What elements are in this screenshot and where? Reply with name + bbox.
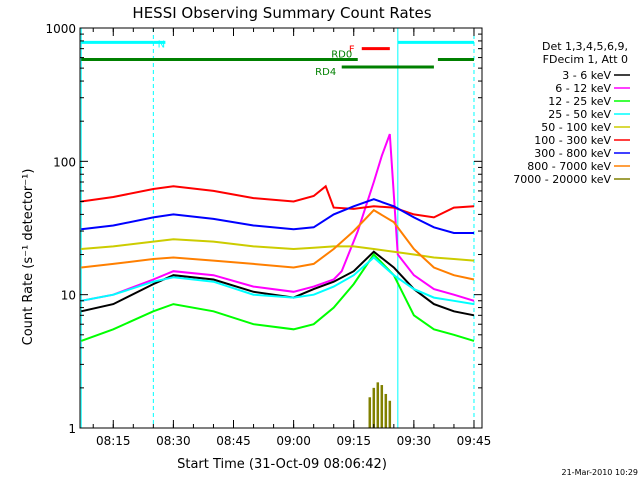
series-line-5 xyxy=(81,184,475,219)
x-tick-label-2: 08:45 xyxy=(216,434,251,448)
x-tick-label-4: 09:15 xyxy=(336,434,371,448)
legend-header-line-2: FDecim 1, Att 0 xyxy=(543,53,628,66)
chart-title: HESSI Observing Summary Count Rates xyxy=(132,4,431,22)
series-line-1 xyxy=(81,133,475,302)
footer-date: 21-Mar-2010 10:29 xyxy=(562,468,639,477)
y-tick-label-1: 10 xyxy=(61,289,76,303)
legend-label-6: 300 - 800 keV xyxy=(534,147,611,160)
legend: Det 1,3,4,5,6,9, FDecim 1, Att 0 3 - 6 k… xyxy=(513,40,630,186)
x-tick-label-1: 08:30 xyxy=(156,434,191,448)
series-line-3 xyxy=(81,256,475,306)
x-tick-label-6: 09:45 xyxy=(457,434,492,448)
legend-label-3: 25 - 50 keV xyxy=(548,108,611,121)
y-tick-label-3: 1000 xyxy=(45,22,76,36)
legend-label-7: 800 - 7000 keV xyxy=(527,160,611,173)
series-line-7 xyxy=(81,208,475,281)
y-axis-label: Count Rate (s⁻¹ detector⁻¹) xyxy=(21,169,36,346)
series-line-4 xyxy=(81,238,475,262)
legend-label-0: 3 - 6 keV xyxy=(562,69,611,82)
series-line-2 xyxy=(80,252,475,342)
plot-frame xyxy=(79,27,483,429)
legend-label-2: 12 - 25 keV xyxy=(548,95,611,108)
flag-label-n: N xyxy=(158,39,165,50)
x-axis-label: Start Time (31-Oct-09 08:06:42) xyxy=(177,457,387,472)
flag-label-rd4: RD4 xyxy=(315,67,336,78)
flag-label-f: F xyxy=(349,45,355,56)
legend-label-8: 7000 - 20000 keV xyxy=(513,173,611,186)
x-tick-label-5: 09:30 xyxy=(397,434,432,448)
x-tick-label-3: 09:00 xyxy=(276,434,311,448)
y-tick-label-2: 100 xyxy=(53,155,76,169)
legend-label-4: 50 - 100 keV xyxy=(541,121,611,134)
x-tick-label-0: 08:15 xyxy=(96,434,131,448)
legend-label-5: 100 - 300 keV xyxy=(534,134,611,147)
y-tick-label-0: 1 xyxy=(68,422,76,436)
flag-label-rd0: RD0 xyxy=(331,50,352,61)
legend-label-1: 6 - 12 keV xyxy=(555,82,611,95)
legend-header-line-1: Det 1,3,4,5,6,9, xyxy=(542,40,628,53)
series-line-6 xyxy=(81,198,474,234)
